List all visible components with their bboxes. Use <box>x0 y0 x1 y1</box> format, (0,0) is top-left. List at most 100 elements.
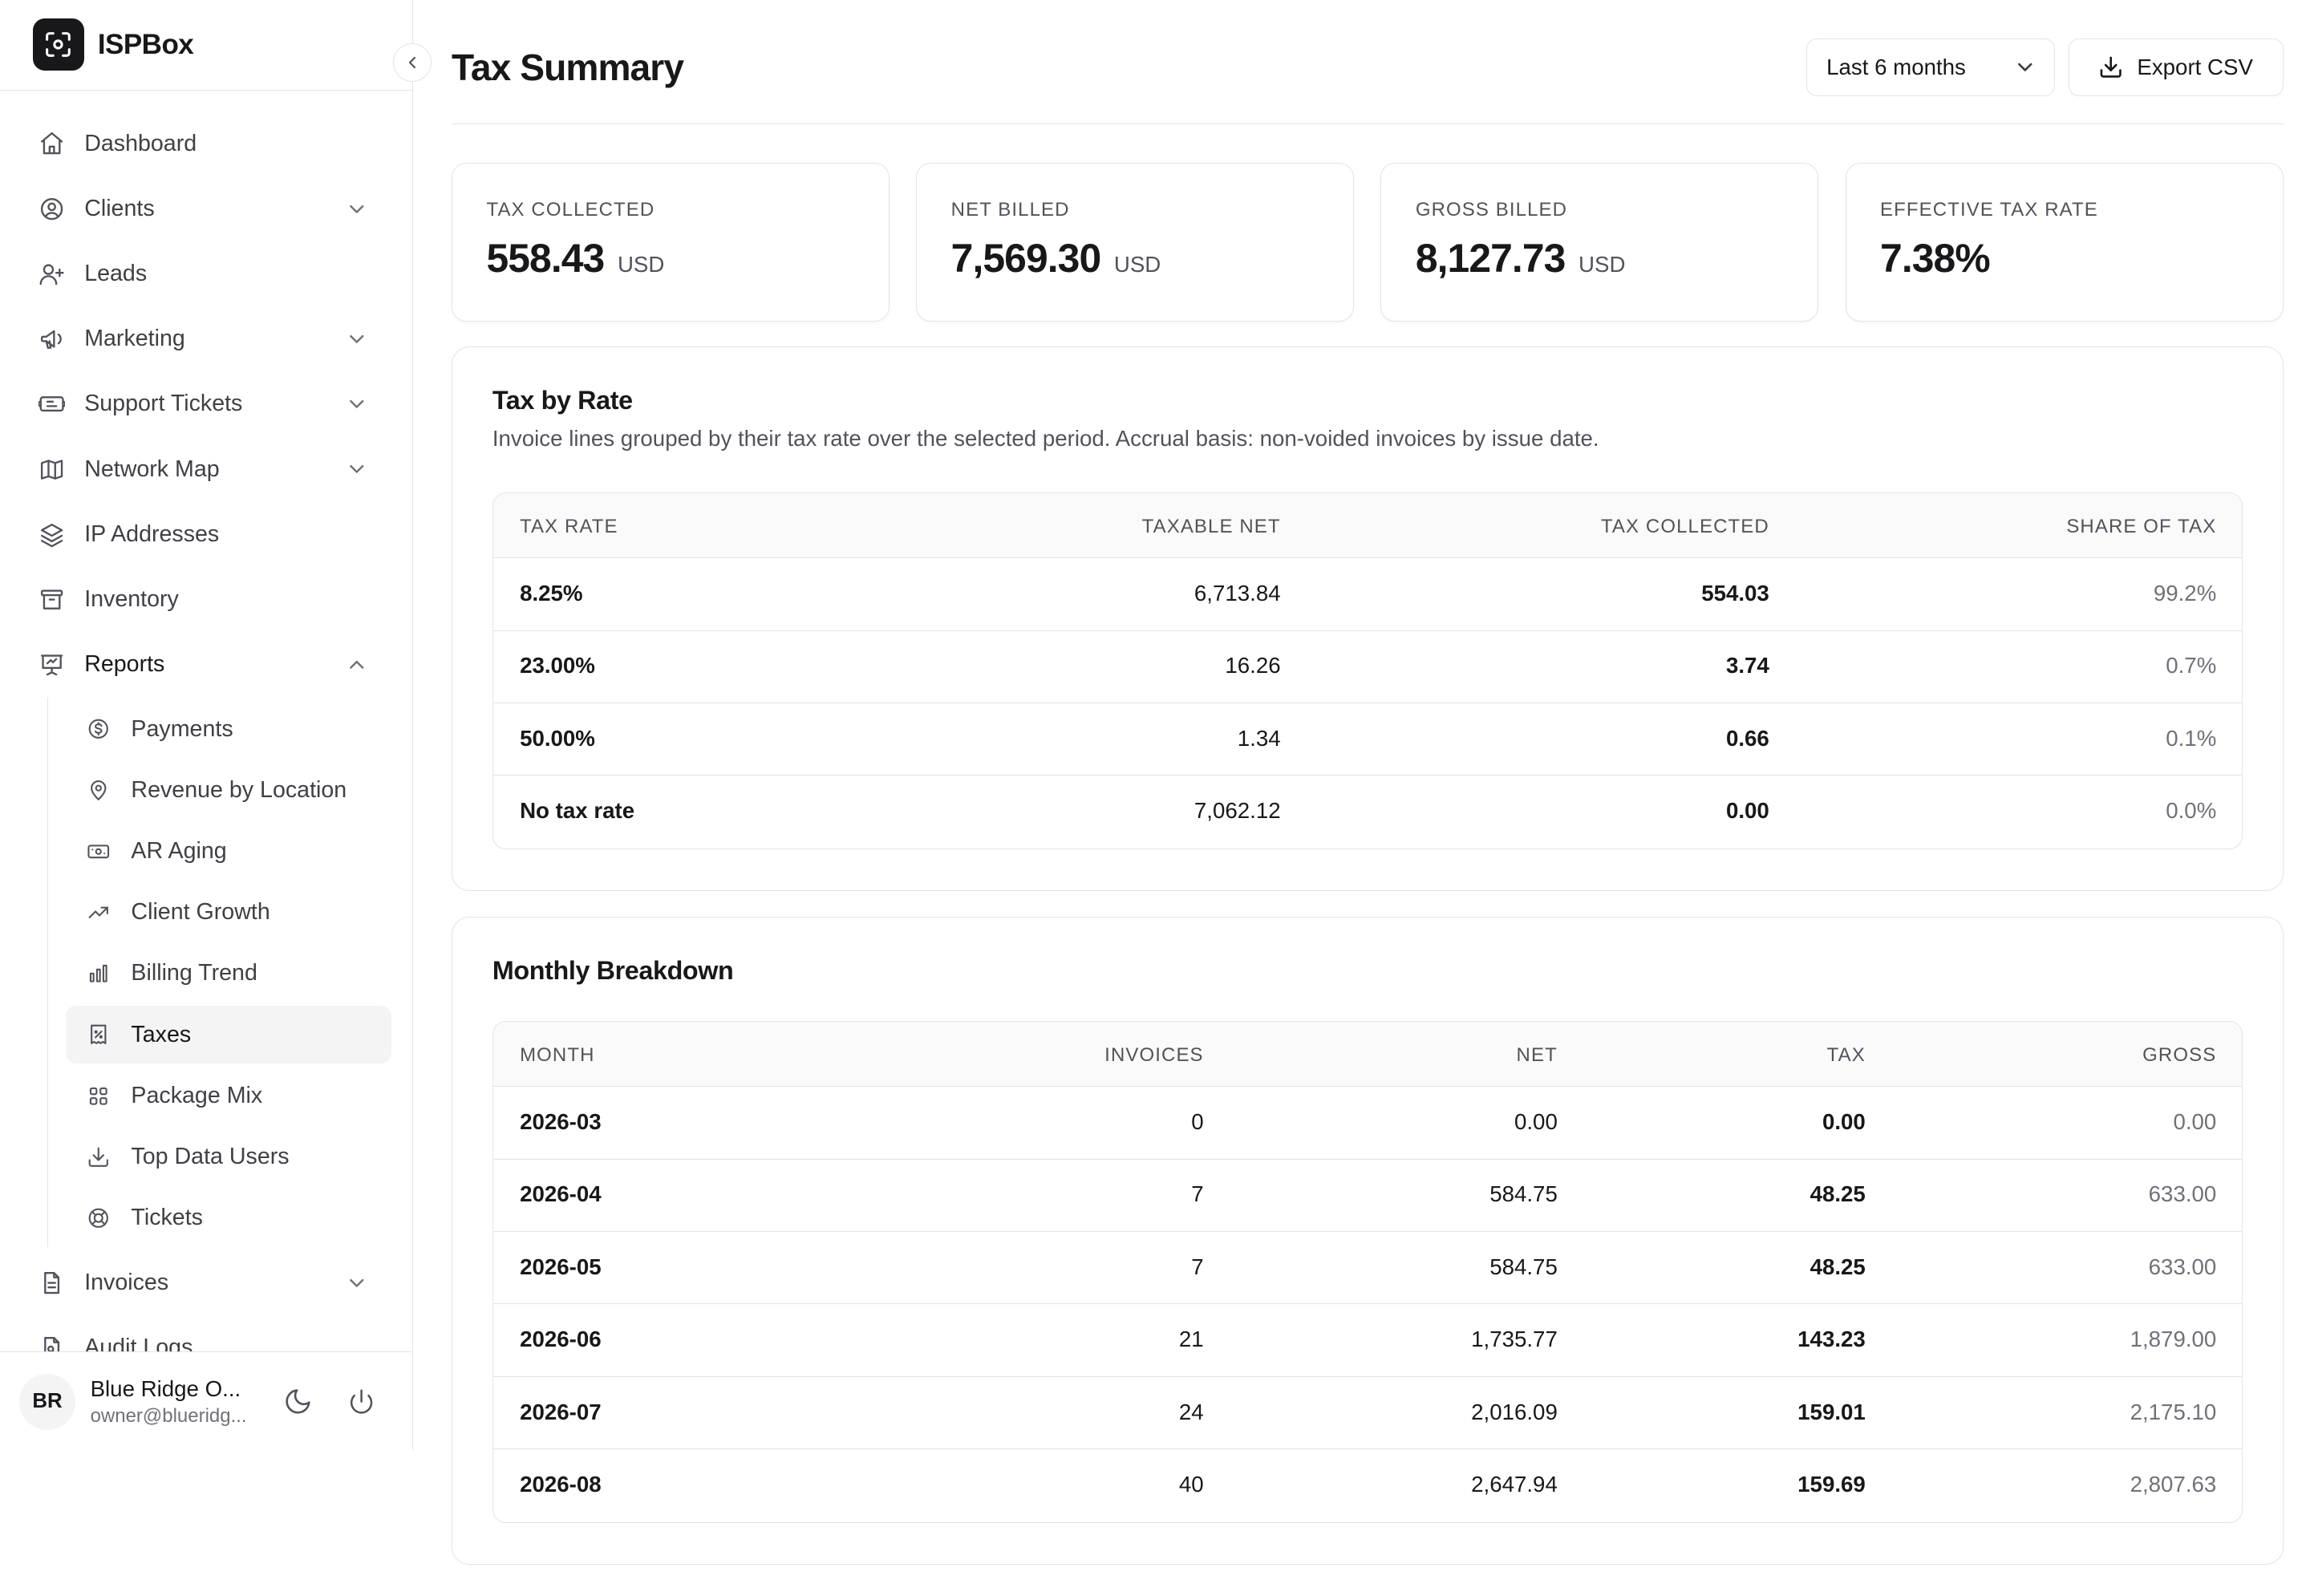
column-header[interactable]: Share of Tax <box>2066 515 2217 537</box>
stat-value: 7.38% <box>1880 235 2283 282</box>
column-header[interactable]: Taxable Net <box>1141 515 1281 537</box>
table-cell: 143.23 <box>1797 1327 1866 1352</box>
power-icon <box>350 1389 373 1414</box>
table-cell: 2026-03 <box>520 1108 602 1134</box>
sidebar-item-tickets[interactable]: Tickets <box>66 1189 391 1247</box>
table-cell: 7,062.12 <box>1194 798 1281 824</box>
column-header[interactable]: Tax Collected <box>1600 515 1769 537</box>
table-row: 2026-07 24 2,016.09 159.01 2,175.10 <box>492 1377 2242 1450</box>
sidebar-item-network-map[interactable]: Network Map <box>0 437 411 502</box>
sidebar-item-marketing[interactable]: Marketing <box>0 306 411 371</box>
stat-card: Effective Tax Rate 7.38% <box>1845 163 2284 322</box>
stat-number: 558.43 <box>486 235 605 281</box>
table-cell: 0.1% <box>2166 725 2217 751</box>
megaphone-icon <box>38 326 65 352</box>
file-search-icon <box>38 1335 65 1352</box>
table-cell: 2,175.10 <box>2130 1399 2217 1424</box>
stat-label: Tax Collected <box>486 199 655 221</box>
table-cell: 2026-08 <box>520 1472 602 1497</box>
sidebar-item-package-mix[interactable]: Package Mix <box>66 1067 391 1124</box>
sidebar-item-support-tickets[interactable]: Support Tickets <box>0 371 411 436</box>
table-row: 2026-08 40 2,647.94 159.69 2,807.63 <box>493 1449 2242 1521</box>
avatar[interactable]: BR <box>18 1373 76 1430</box>
sidebar-item-label: Revenue by Location <box>131 776 347 803</box>
table-cell: 2,016.09 <box>1471 1399 1558 1424</box>
sidebar-item-ip-addresses[interactable]: IP Addresses <box>0 502 411 567</box>
table-cell: 3.74 <box>1725 653 1769 679</box>
stat-label: Gross Billed <box>1415 199 1568 221</box>
table-cell: 584.75 <box>1489 1254 1558 1279</box>
logout-button[interactable] <box>345 1385 378 1418</box>
user-email: owner@blueridg... <box>90 1404 247 1427</box>
stat-card: Net Billed 7,569.30 USD <box>916 163 1355 322</box>
table-cell: 2,647.94 <box>1471 1472 1558 1497</box>
column-header[interactable]: Gross <box>2142 1043 2217 1066</box>
sidebar-item-leads[interactable]: Leads <box>0 241 411 306</box>
table-cell: 554.03 <box>1701 580 1769 606</box>
sidebar-item-revenue-by-location[interactable]: Revenue by Location <box>66 761 391 819</box>
sidebar-item-label: Inventory <box>84 586 179 613</box>
column-header[interactable]: Tax Rate <box>520 515 618 537</box>
user-plus-icon <box>38 261 65 287</box>
tax-by-rate-panel: Tax by Rate Invoice lines grouped by the… <box>452 346 2284 892</box>
stat-card: Gross Billed 8,127.73 USD <box>1380 163 1819 322</box>
sidebar-item-inventory[interactable]: Inventory <box>0 567 411 632</box>
table-cell: 2026-06 <box>520 1327 602 1352</box>
sidebar-item-taxes[interactable]: Taxes <box>66 1006 392 1064</box>
sidebar-nav: Dashboard Clients Leads Marketing Support Ti… <box>0 111 411 1352</box>
theme-toggle-button[interactable] <box>282 1385 314 1418</box>
table-cell: 7 <box>1191 1181 1204 1207</box>
table-cell: 584.75 <box>1489 1181 1558 1207</box>
sidebar-item-reports[interactable]: Reports <box>0 632 411 697</box>
sidebar-item-label: Billing Trend <box>131 960 257 986</box>
sidebar-item-label: Audit Logs <box>84 1335 193 1352</box>
sidebar-item-invoices[interactable]: Invoices <box>0 1250 411 1315</box>
table-cell: 0.00 <box>1514 1108 1558 1134</box>
sidebar-item-label: Leads <box>84 260 148 286</box>
sidebar-item-audit-logs[interactable]: Audit Logs <box>0 1315 411 1352</box>
export-csv-button[interactable]: Export CSV <box>2068 38 2284 96</box>
stat-unit: USD <box>1113 251 1161 277</box>
stat-value: 8,127.73 USD <box>1416 235 1818 282</box>
stat-number: 7,569.30 <box>950 235 1102 281</box>
column-header[interactable]: Net <box>1516 1043 1558 1066</box>
sidebar-item-ar-aging[interactable]: AR Aging <box>66 823 391 881</box>
table-cell: 6,713.84 <box>1194 580 1281 606</box>
chevron-down-icon <box>345 392 369 416</box>
column-header[interactable]: Invoices <box>1104 1043 1204 1066</box>
reports-subnav: Payments Revenue by Location AR Aging Clien… <box>47 697 411 1247</box>
sidebar-item-top-data-users[interactable]: Top Data Users <box>66 1128 391 1186</box>
sidebar-item-label: Reports <box>84 651 165 678</box>
stat-value: 7,569.30 USD <box>951 235 1354 282</box>
sidebar-item-payments[interactable]: Payments <box>66 700 391 758</box>
sidebar-item-client-growth[interactable]: Client Growth <box>66 884 391 942</box>
main-content: Tax Summary Last 6 months Export CSV Tax… <box>452 0 2284 1566</box>
collapse-sidebar-button[interactable] <box>393 43 432 82</box>
sidebar-item-label: IP Addresses <box>84 521 220 547</box>
stat-unit: USD <box>1578 251 1626 277</box>
table-cell: 0.00 <box>1822 1108 1866 1134</box>
table-cell: 1,879.00 <box>2130 1327 2217 1352</box>
stat-unit: USD <box>617 251 665 277</box>
sidebar-item-label: Support Tickets <box>84 391 243 417</box>
dollar-circle-icon <box>87 717 111 741</box>
map-pin-icon <box>87 779 111 803</box>
page-title: Tax Summary <box>452 47 684 89</box>
moon-icon <box>285 1389 310 1414</box>
sidebar-item-clients[interactable]: Clients <box>0 176 411 241</box>
ticket-icon <box>38 391 66 417</box>
column-header[interactable]: Month <box>520 1043 595 1066</box>
column-header[interactable]: Tax <box>1826 1043 1866 1066</box>
user-info: Blue Ridge O... owner@blueridg... <box>91 1376 262 1428</box>
stat-cards: Tax Collected 558.43 USD Net Billed 7,569.3… <box>452 163 2284 322</box>
sidebar-item-label: Network Map <box>84 456 220 482</box>
stat-value: 558.43 USD <box>486 235 889 282</box>
banknote-icon <box>87 840 111 864</box>
date-range-select[interactable]: Last 6 months <box>1806 38 2056 96</box>
chevron-down-icon <box>345 327 369 351</box>
table-cell: 23.00% <box>520 653 595 679</box>
sidebar-item-billing-trend[interactable]: Billing Trend <box>66 945 391 1003</box>
monthly-breakdown-panel: Monthly Breakdown Month Invoices Net Tax Gro… <box>452 916 2284 1566</box>
sidebar-item-dashboard[interactable]: Dashboard <box>0 111 411 176</box>
